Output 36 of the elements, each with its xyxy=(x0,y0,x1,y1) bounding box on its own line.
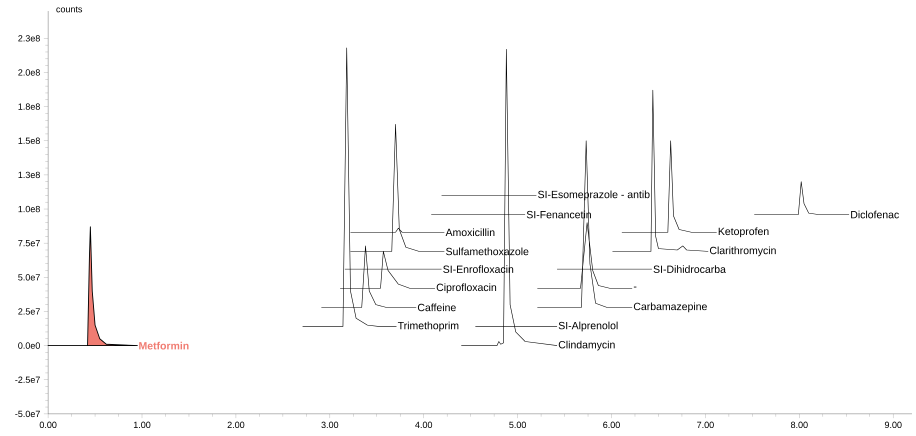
x-tick-label: 0.00 xyxy=(40,422,57,428)
x-tick-label: 9.00 xyxy=(884,422,902,428)
series-label: - xyxy=(634,286,636,288)
series-label: Caffeine xyxy=(418,304,456,312)
y-tick-label: 1.3e8 xyxy=(18,172,40,178)
y-tick-label: -5.0e7 xyxy=(15,410,40,418)
y-tick-label: 2.3e8 xyxy=(18,35,40,42)
series-label: Amoxicillin xyxy=(446,228,494,236)
y-tick-label: 2.5e7 xyxy=(18,308,40,315)
x-tick-label: 4.00 xyxy=(415,422,432,428)
series-label: Carbamazepine xyxy=(634,302,707,312)
series-label: Diclofenac xyxy=(851,210,899,218)
x-tick-label: 3.00 xyxy=(321,422,338,428)
y-tick-label: -2.5e7 xyxy=(15,376,40,383)
x-tick-label: 8.00 xyxy=(790,422,808,428)
y-tick-label: 1.8e8 xyxy=(18,103,40,110)
series-label: SI-Dihidrocarba xyxy=(654,265,726,274)
y-tick-label: 1.5e8 xyxy=(18,138,40,144)
series-label: Ketoprofen xyxy=(718,227,768,238)
series-label: Trimethoprim xyxy=(398,322,458,332)
series-label: Clindamycin xyxy=(558,340,615,351)
x-tick-label: 1.00 xyxy=(134,422,150,428)
x-tick-label: 6.00 xyxy=(603,422,620,428)
x-tick-label: 2.00 xyxy=(228,422,244,428)
x-tick-label: 5.00 xyxy=(509,422,526,428)
y-tick-label: 1.0e8 xyxy=(18,206,40,212)
series-label: Clarithromycin xyxy=(710,246,776,256)
y-tick-label: 0.0e0 xyxy=(18,342,40,349)
series-label: SI-Alprenolol xyxy=(558,322,618,332)
y-axis-title: counts xyxy=(56,6,82,12)
y-tick-label: 7.5e7 xyxy=(18,240,40,246)
y-tick-label: 2.0e8 xyxy=(18,69,40,76)
y-tick-label: 5.0e7 xyxy=(18,274,40,281)
series-label: Ciprofloxacin xyxy=(436,283,496,294)
series-label: Metformin xyxy=(139,342,189,350)
x-tick-label: 7.00 xyxy=(697,422,714,428)
